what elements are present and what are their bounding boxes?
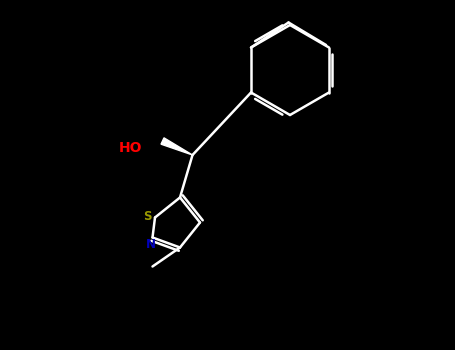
Text: HO: HO	[119, 140, 142, 154]
Text: N: N	[146, 238, 156, 252]
Text: S: S	[143, 210, 152, 223]
Polygon shape	[161, 138, 192, 155]
